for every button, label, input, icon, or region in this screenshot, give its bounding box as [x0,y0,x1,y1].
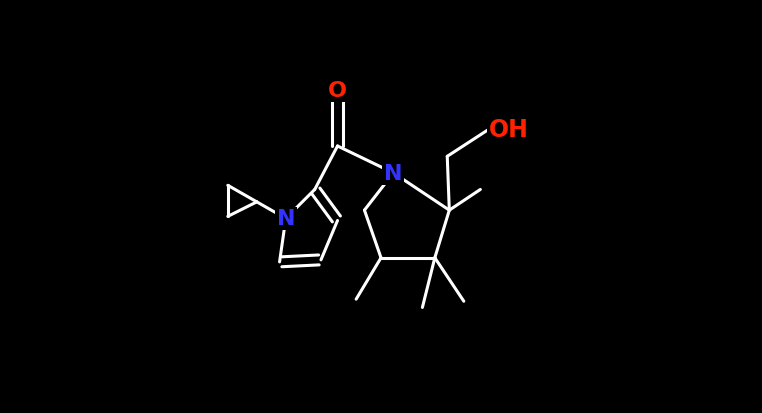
Text: N: N [277,209,295,229]
Text: O: O [328,81,347,101]
Text: N: N [384,164,402,183]
Text: OH: OH [488,118,529,142]
